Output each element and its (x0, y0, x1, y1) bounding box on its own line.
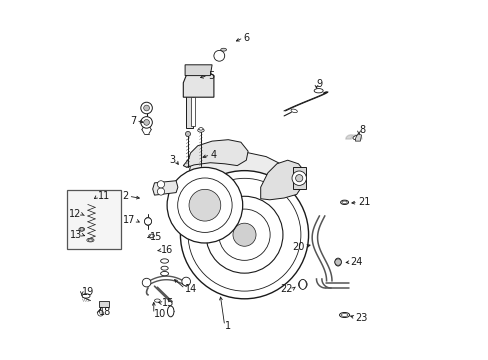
Ellipse shape (342, 201, 346, 203)
Text: 17: 17 (123, 215, 136, 225)
Circle shape (295, 175, 302, 182)
Text: 9: 9 (316, 78, 322, 89)
Circle shape (167, 167, 242, 243)
Circle shape (141, 102, 152, 114)
Bar (191, 97, 194, 126)
Polygon shape (176, 149, 287, 200)
Polygon shape (183, 140, 247, 167)
Ellipse shape (197, 129, 204, 132)
Ellipse shape (82, 294, 90, 298)
Ellipse shape (161, 266, 168, 270)
Polygon shape (185, 65, 212, 76)
Ellipse shape (214, 53, 224, 58)
Ellipse shape (199, 128, 203, 130)
Circle shape (213, 50, 224, 61)
Circle shape (143, 120, 149, 125)
Circle shape (291, 171, 306, 185)
Text: 24: 24 (350, 257, 362, 267)
Ellipse shape (148, 234, 154, 238)
Text: 2: 2 (122, 191, 128, 201)
Circle shape (298, 280, 306, 289)
Text: 11: 11 (98, 191, 110, 201)
Ellipse shape (339, 312, 349, 318)
Ellipse shape (352, 135, 360, 140)
Circle shape (157, 181, 164, 188)
Polygon shape (183, 72, 213, 97)
Polygon shape (292, 167, 305, 189)
Ellipse shape (334, 258, 341, 266)
Text: 5: 5 (207, 71, 214, 81)
Text: 1: 1 (224, 321, 230, 331)
Text: 18: 18 (99, 307, 111, 318)
Text: 21: 21 (357, 197, 369, 207)
Circle shape (232, 223, 256, 246)
Ellipse shape (88, 239, 92, 241)
Ellipse shape (340, 200, 348, 204)
Ellipse shape (299, 279, 306, 289)
Circle shape (205, 196, 283, 273)
Polygon shape (260, 160, 305, 200)
Circle shape (189, 189, 220, 221)
Text: 15: 15 (162, 298, 174, 308)
Polygon shape (355, 134, 361, 141)
Text: 7: 7 (130, 116, 136, 126)
Circle shape (144, 218, 151, 225)
Ellipse shape (87, 238, 94, 242)
Text: 4: 4 (210, 150, 216, 160)
Text: 13: 13 (69, 230, 81, 240)
Text: 12: 12 (69, 209, 81, 219)
Circle shape (157, 188, 164, 195)
Text: 3: 3 (169, 155, 175, 165)
Circle shape (180, 171, 308, 299)
Circle shape (177, 178, 232, 233)
Ellipse shape (290, 109, 297, 113)
Text: 19: 19 (81, 287, 94, 297)
Circle shape (334, 259, 341, 265)
Circle shape (185, 131, 190, 136)
Bar (67, 190, 121, 249)
Bar (186, 95, 192, 128)
Ellipse shape (160, 271, 168, 276)
Ellipse shape (79, 228, 84, 231)
Text: 14: 14 (185, 284, 197, 294)
Ellipse shape (144, 217, 151, 225)
Circle shape (182, 277, 190, 286)
Text: 8: 8 (358, 125, 365, 135)
Bar (99, 301, 109, 307)
Ellipse shape (313, 89, 323, 93)
Ellipse shape (160, 259, 168, 263)
Text: 10: 10 (153, 309, 166, 319)
Circle shape (142, 278, 151, 287)
Text: 16: 16 (161, 245, 173, 255)
Circle shape (188, 178, 300, 291)
Text: 23: 23 (355, 312, 367, 323)
Circle shape (80, 228, 83, 231)
Ellipse shape (154, 299, 160, 302)
Polygon shape (152, 181, 178, 195)
Ellipse shape (220, 48, 226, 51)
Circle shape (219, 209, 269, 260)
Circle shape (98, 310, 103, 316)
Ellipse shape (341, 314, 347, 316)
Text: 22: 22 (280, 284, 292, 294)
Circle shape (141, 117, 152, 128)
Text: 15: 15 (150, 232, 162, 242)
Text: 20: 20 (292, 242, 305, 252)
Text: 6: 6 (243, 33, 249, 43)
Circle shape (143, 105, 149, 111)
Ellipse shape (167, 306, 174, 317)
